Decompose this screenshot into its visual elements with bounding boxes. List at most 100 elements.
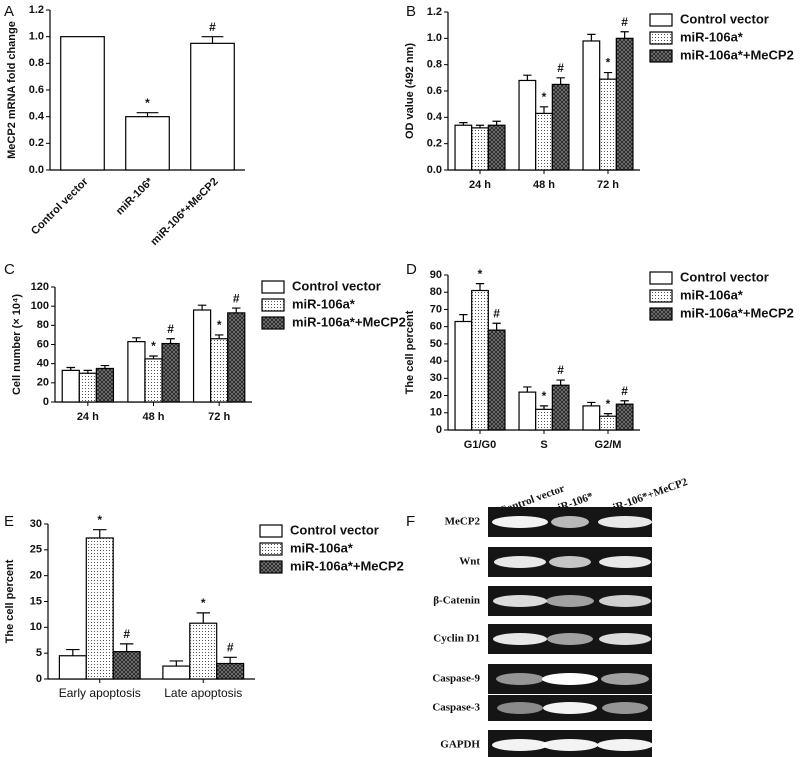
significance-mark: # — [557, 363, 564, 377]
bar — [127, 341, 146, 403]
x-tick-label: Late apoptosis — [164, 686, 242, 700]
error-bar — [100, 364, 110, 369]
error-bar — [539, 106, 549, 114]
legend-label: miR-106a* — [680, 29, 744, 44]
bar — [192, 309, 212, 403]
significance-mark: * — [97, 513, 102, 527]
blot-band — [497, 702, 543, 714]
y-tick-label: 0.6 — [29, 84, 44, 96]
y-tick-label: 1.2 — [29, 4, 44, 16]
error-bar — [119, 643, 134, 652]
blot-band — [542, 673, 598, 685]
x-tick-label: 48 h — [142, 411, 164, 423]
error-bar — [492, 322, 501, 331]
blot-row-label: MeCP2 — [445, 516, 481, 528]
y-tick-label: 20 — [430, 389, 442, 401]
legend-swatch — [649, 31, 673, 45]
error-bar — [166, 338, 175, 344]
y-tick-label: 0.2 — [29, 137, 44, 149]
error-bar — [523, 386, 532, 393]
x-tick-label: 48 h — [533, 179, 555, 191]
blot-band — [492, 739, 548, 751]
significance-mark: # — [493, 306, 500, 320]
bar — [599, 78, 617, 171]
legend-swatch — [259, 542, 283, 556]
error-bar — [587, 33, 596, 41]
legend-label: Control vector — [680, 269, 769, 284]
y-tick-label: 0.6 — [427, 85, 442, 97]
y-tick-label: 0 — [436, 424, 442, 436]
x-tick-label: Early apoptosis — [59, 686, 141, 700]
y-tick-label: 0.2 — [427, 138, 442, 150]
significance-mark: # — [621, 15, 628, 29]
bar — [78, 372, 97, 403]
x-tick-label: miR-106*+MeCP2 — [148, 176, 220, 248]
bar — [112, 651, 141, 680]
blot-band — [496, 673, 544, 685]
error-bar — [197, 304, 207, 310]
y-tick-label: 0.4 — [427, 111, 443, 123]
error-bar — [523, 74, 532, 81]
error-bar — [603, 413, 613, 417]
bar — [216, 662, 245, 680]
error-bar — [620, 400, 629, 405]
blot-band — [493, 633, 547, 645]
blot-band — [549, 556, 591, 568]
y-tick-label: 0.8 — [427, 59, 442, 71]
blot-band — [546, 595, 594, 607]
significance-mark: * — [201, 596, 206, 610]
legend-label: miR-106a*+MeCP2 — [292, 314, 406, 329]
bar — [471, 127, 489, 171]
y-tick-label: 0.0 — [29, 164, 44, 176]
y-tick-label: 100 — [31, 300, 49, 312]
blot-band — [599, 595, 651, 607]
legend-label: miR-106a* — [292, 296, 356, 311]
bar — [615, 403, 634, 431]
blot-row-label: Wnt — [459, 556, 480, 568]
legend-swatch — [259, 524, 283, 538]
y-tick-label: 40 — [430, 355, 442, 367]
y-tick-label: 1.0 — [29, 31, 44, 43]
legend-swatch — [261, 280, 285, 294]
bar — [471, 289, 489, 431]
x-tick-label: 72 h — [597, 179, 619, 191]
y-tick-label: 15 — [30, 595, 42, 607]
blot-band — [542, 739, 598, 751]
error-bar — [556, 77, 565, 85]
y-tick-label: 0.4 — [29, 111, 45, 123]
error-bar — [620, 31, 629, 39]
error-bar — [492, 120, 501, 126]
error-bar — [459, 314, 468, 322]
legend-swatch — [649, 13, 673, 27]
error-bar — [459, 122, 468, 126]
y-axis-title: OD value (492 nm) — [404, 43, 416, 139]
blot-band — [599, 556, 651, 568]
bar — [95, 367, 115, 403]
error-bar — [136, 112, 159, 117]
y-axis-title: The cell percent — [4, 559, 16, 643]
legend-swatch — [649, 49, 673, 63]
y-axis-title: MeCP2 mRNA fold change — [6, 21, 18, 159]
legend-swatch — [259, 560, 283, 574]
bar — [535, 408, 553, 431]
x-tick-label: 24 h — [469, 179, 491, 191]
y-tick-label: 50 — [430, 338, 442, 350]
x-tick-label: miR-106* — [114, 175, 156, 217]
error-bar — [587, 401, 596, 406]
significance-mark: # — [621, 384, 628, 398]
blot-band — [599, 633, 651, 645]
y-tick-label: 0 — [36, 673, 42, 685]
blot-row-label: GAPDH — [440, 739, 480, 751]
blot-band — [543, 702, 597, 714]
x-tick-label: G2/M — [595, 439, 622, 451]
y-tick-label: 10 — [30, 621, 42, 633]
bar — [487, 329, 506, 431]
bar — [58, 655, 87, 680]
significance-mark: * — [145, 96, 150, 110]
y-tick-label: 0 — [43, 396, 49, 408]
bar — [162, 665, 191, 680]
y-tick-label: 20 — [37, 377, 49, 389]
legend-swatch — [261, 316, 285, 330]
error-bar — [539, 405, 549, 410]
error-bar — [83, 369, 93, 374]
